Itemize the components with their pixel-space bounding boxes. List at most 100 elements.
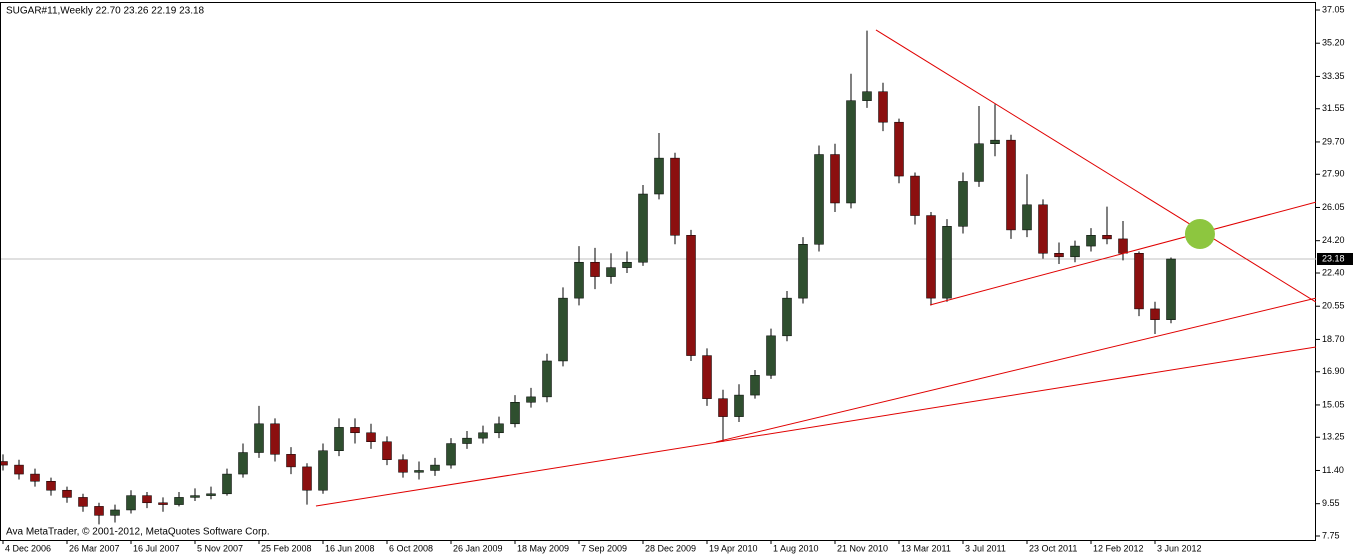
x-tick-label: 21 Nov 2010 <box>837 543 888 553</box>
candle-body <box>510 402 520 425</box>
x-tick-label: 16 Jul 2007 <box>133 543 180 553</box>
candle-body <box>1134 253 1144 310</box>
x-tick-label: 13 Mar 2011 <box>901 543 951 553</box>
y-tick-label: 18.70 <box>1322 334 1345 344</box>
candle-body <box>526 396 536 403</box>
candle-body <box>366 432 376 443</box>
y-tick-label: 26.05 <box>1322 202 1345 212</box>
x-tick-label: 19 Apr 2010 <box>709 543 758 553</box>
candle-body <box>1022 204 1032 231</box>
candle-body <box>254 423 264 453</box>
candle-body <box>1166 258 1176 320</box>
candle-body <box>174 497 184 505</box>
candle-body <box>558 297 568 362</box>
x-tick-label: 12 Feb 2012 <box>1093 543 1144 553</box>
candle-body <box>974 143 984 182</box>
candle-body <box>846 100 856 204</box>
candle-body <box>1118 238 1128 254</box>
candle-body <box>222 473 232 495</box>
candle-body <box>686 235 696 356</box>
candle-body <box>398 459 408 473</box>
x-tick-label: 18 May 2009 <box>517 543 569 553</box>
candle-body <box>622 261 632 268</box>
y-tick-label: 13.25 <box>1322 432 1345 442</box>
candle-body <box>734 394 744 417</box>
candle-body <box>158 502 168 505</box>
candle-body <box>126 495 136 511</box>
x-tick-label: 5 Nov 2007 <box>197 543 243 553</box>
x-tick-label: 6 Oct 2008 <box>389 543 433 553</box>
candle-body <box>830 154 840 204</box>
candle-body <box>750 375 760 396</box>
candle-body <box>958 181 968 227</box>
candle-body <box>446 443 456 466</box>
candle-body <box>302 466 312 491</box>
y-tick-label: 27.90 <box>1322 169 1345 179</box>
candle-body <box>638 193 648 263</box>
x-tick-label: 3 Jul 2011 <box>965 543 1006 553</box>
candle-body <box>702 355 712 399</box>
y-tick-label: 22.40 <box>1322 267 1345 277</box>
y-tick-label: 11.40 <box>1322 465 1344 475</box>
candle-body <box>782 297 792 337</box>
y-tick-label: 37.05 <box>1322 4 1345 14</box>
candle-body <box>350 427 360 434</box>
candle-body <box>590 261 600 277</box>
candle-body <box>462 437 472 444</box>
candle-body <box>878 91 888 123</box>
x-tick-label: 7 Sep 2009 <box>581 543 627 553</box>
candle-body <box>62 489 72 498</box>
candle-body <box>670 157 680 236</box>
candle-body <box>926 215 936 299</box>
candle-body <box>94 506 104 516</box>
trendline <box>315 346 1316 507</box>
candle-body <box>606 267 616 277</box>
candle-body <box>414 470 424 473</box>
candle-body <box>190 495 200 498</box>
x-tick-label: 25 Feb 2008 <box>261 543 312 553</box>
highlight-marker <box>1184 219 1215 250</box>
candle-body <box>1102 235 1112 240</box>
trendline <box>929 201 1316 306</box>
candle-body <box>286 454 296 468</box>
y-tick-label: 33.35 <box>1322 71 1345 81</box>
candle-body <box>1006 139 1016 231</box>
candle-body <box>142 495 152 504</box>
candle-body <box>270 423 280 455</box>
x-tick-label: 26 Jan 2009 <box>453 543 503 553</box>
candle-body <box>798 244 808 299</box>
candle-body <box>766 335 776 376</box>
candle-body <box>14 464 24 475</box>
trendline <box>875 29 1316 303</box>
y-tick-label: 24.20 <box>1322 235 1345 245</box>
candle-body <box>30 473 40 482</box>
candle-body <box>862 91 872 101</box>
trendline <box>715 297 1316 443</box>
candle-body <box>1 461 8 466</box>
candle-body <box>382 441 392 460</box>
y-tick-label: 29.70 <box>1322 136 1345 146</box>
plot-frame <box>0 2 1316 541</box>
candle-body <box>334 427 344 451</box>
candle-body <box>654 157 664 195</box>
y-tick-label: 7.75 <box>1322 530 1340 540</box>
candle-body <box>478 432 488 439</box>
y-tick-label: 35.20 <box>1322 38 1345 48</box>
candle-body <box>206 493 216 496</box>
plot <box>1 29 1316 525</box>
candle-body <box>1086 235 1096 247</box>
y-tick-label: 20.55 <box>1322 301 1345 311</box>
candle-body <box>430 464 440 471</box>
candle-body <box>1150 308 1160 320</box>
candle-body <box>1070 245 1080 258</box>
y-tick-label: 31.55 <box>1322 103 1345 113</box>
x-tick-label: 1 Aug 2010 <box>773 543 819 553</box>
candle-body <box>894 121 904 177</box>
x-tick-label: 23 Oct 2011 <box>1029 543 1077 553</box>
last-price-box <box>1317 252 1353 265</box>
candle-body <box>238 452 248 475</box>
candle-body <box>718 398 728 417</box>
candle-body <box>78 497 88 507</box>
candle-body <box>110 509 120 516</box>
